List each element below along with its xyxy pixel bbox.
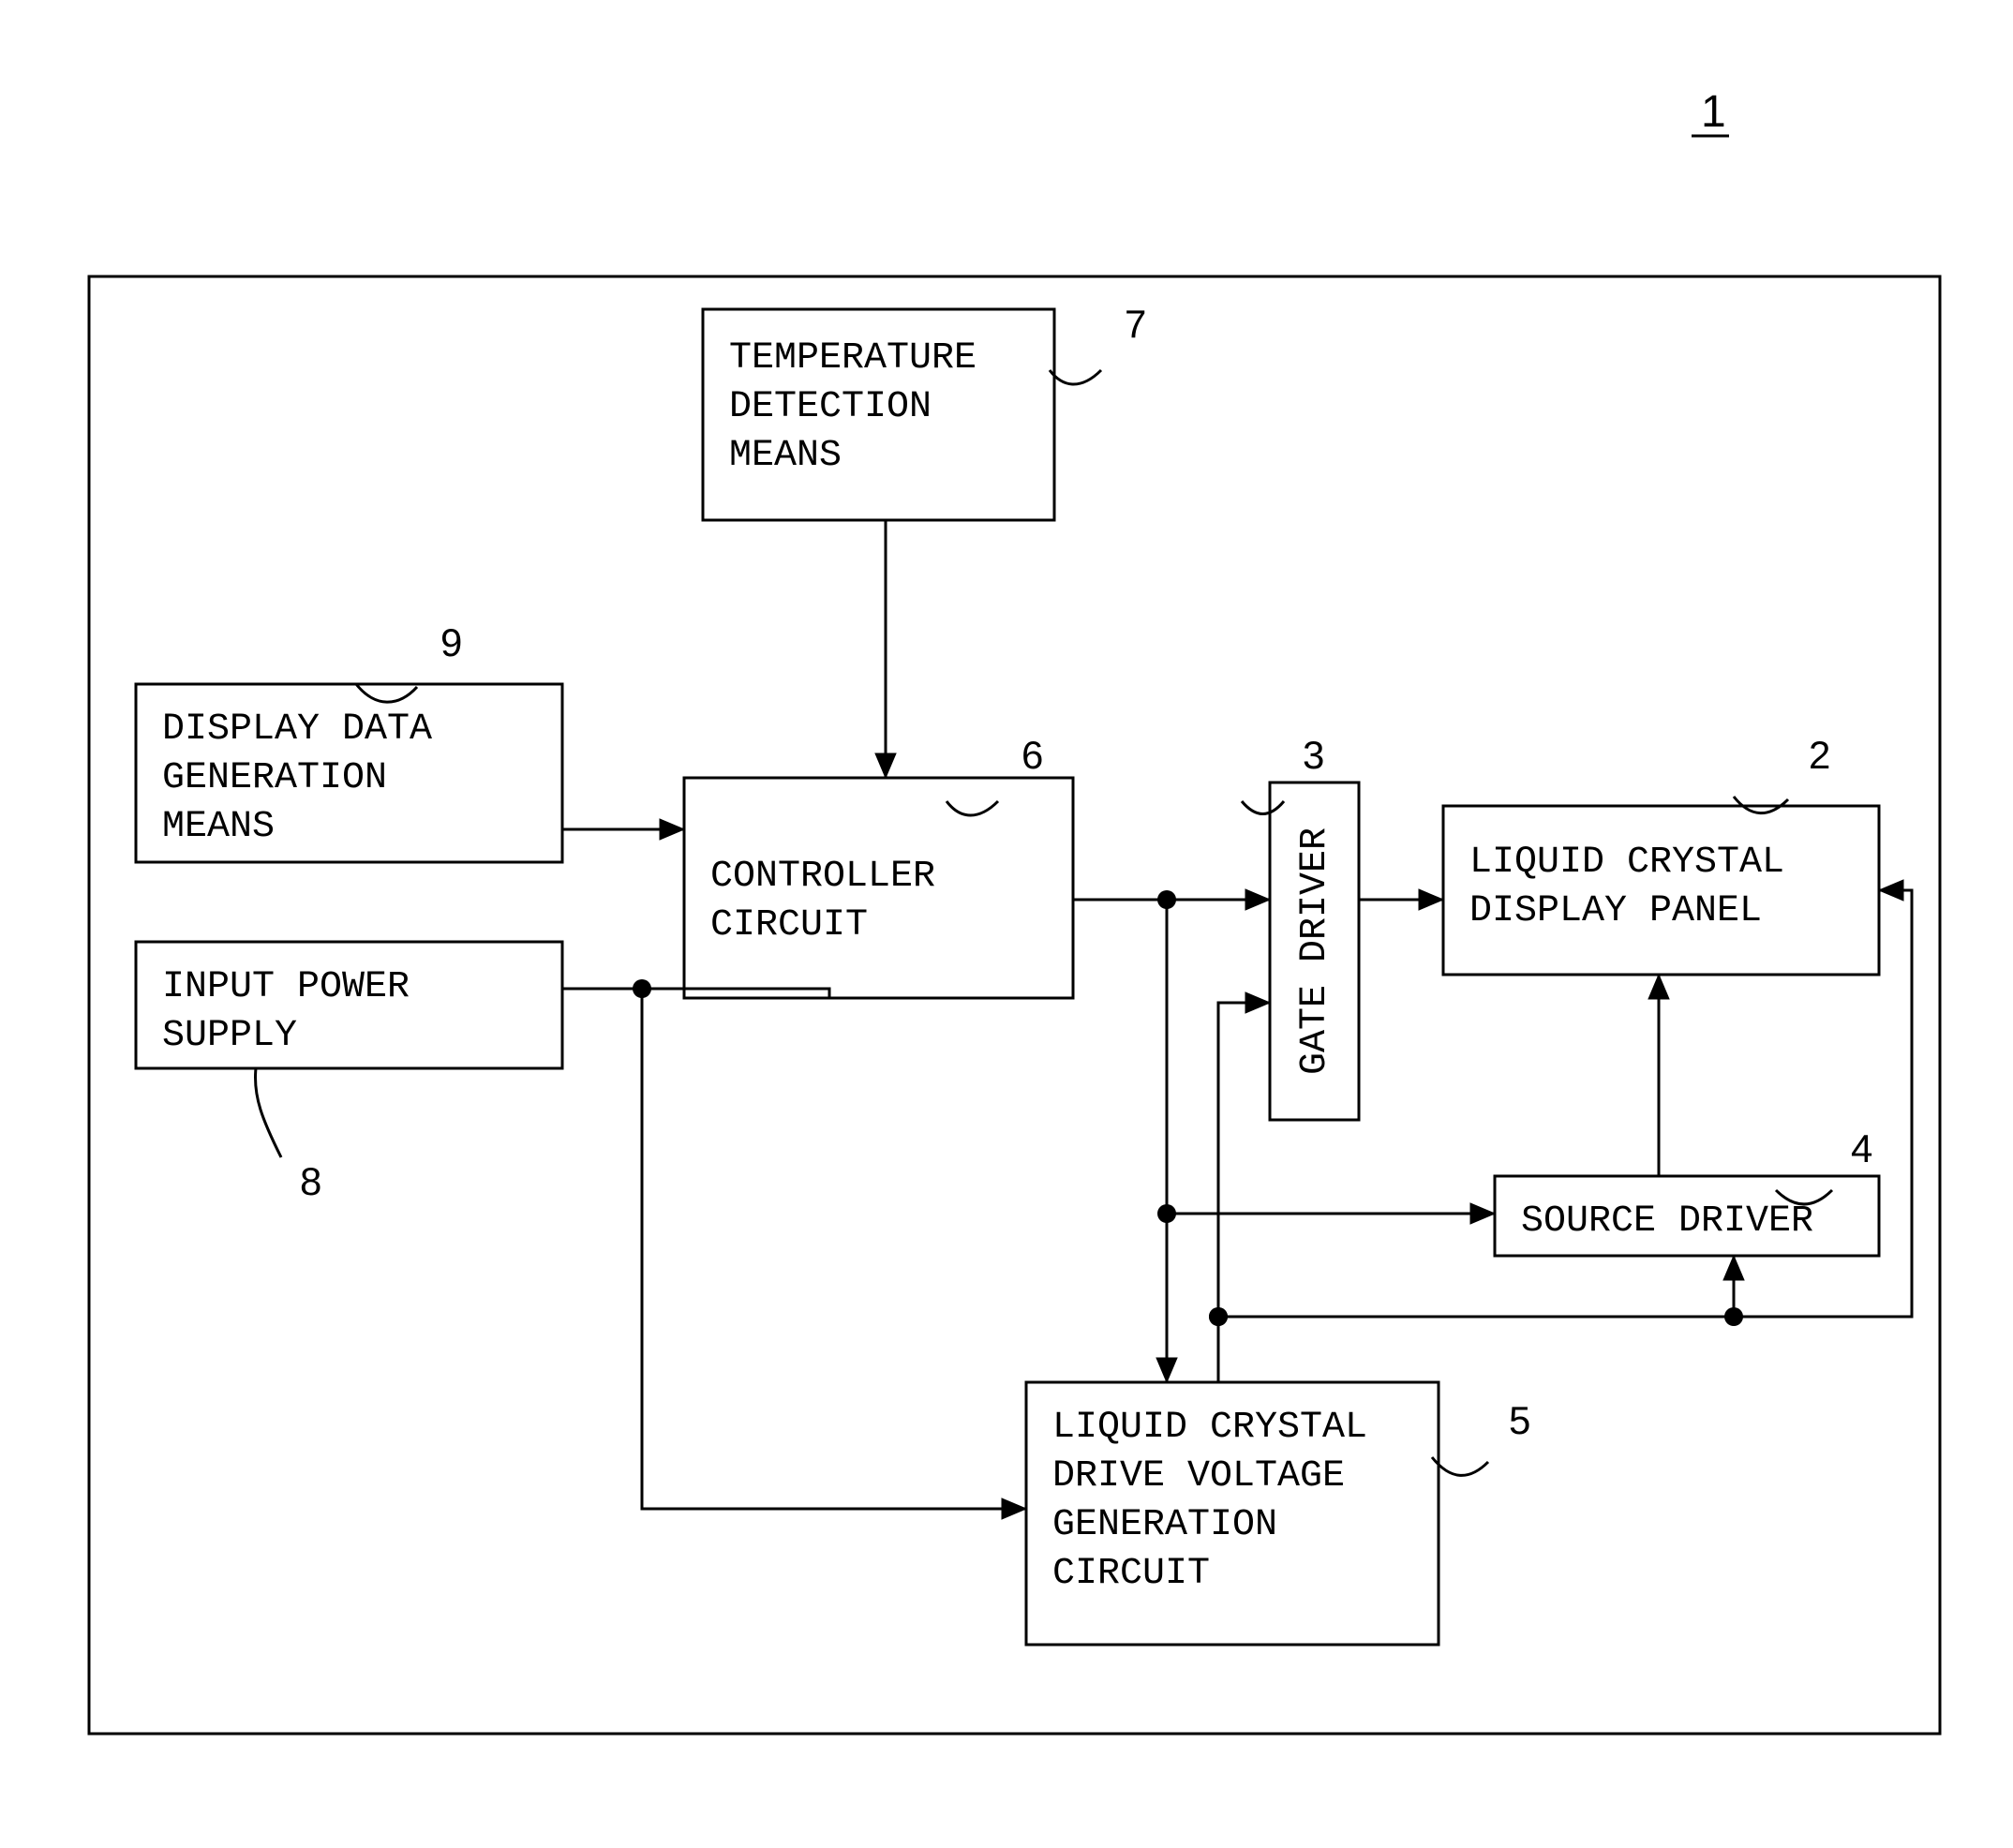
ref-number-ddata: 9 [440, 620, 462, 664]
node-label-ddata-2: MEANS [162, 806, 275, 848]
node-label-ddata-1: GENERATION [162, 757, 387, 799]
node-label-lcd-0: LIQUID CRYSTAL [1469, 842, 1784, 884]
ref-number-temp: 7 [1125, 302, 1146, 346]
ref-number-gate: 3 [1303, 733, 1324, 777]
edge-power-to-lcdv [642, 989, 1026, 1509]
node-lcdv: LIQUID CRYSTAL DRIVE VOLTAGE GENERATION CIR… [1026, 1382, 1530, 1645]
node-lcd: LIQUID CRYSTAL DISPLAY PANEL 2 [1443, 733, 1879, 975]
arrowhead [1002, 1498, 1026, 1519]
arrowhead [1156, 1358, 1177, 1382]
junction-j_ctrl_bus_v2 [1157, 1204, 1176, 1223]
node-ddata: DISPLAY DATA GENERATION MEANS 9 [136, 620, 562, 862]
node-label-lcdv-3: CIRCUIT [1052, 1553, 1210, 1595]
ref-leader-temp [1050, 370, 1101, 384]
node-label-gate: GATE DRIVER [1294, 827, 1336, 1075]
junction-j_lcdv_split [1209, 1307, 1228, 1326]
node-label-ddata-0: DISPLAY DATA [162, 708, 432, 751]
node-temp: TEMPERATURE DETECTION MEANS 7 [703, 302, 1146, 520]
ref-leader-ddata [356, 684, 417, 702]
arrowhead [1723, 1256, 1744, 1280]
node-label-temp-1: DETECTION [729, 386, 932, 428]
arrowhead [1879, 880, 1903, 901]
node-power: INPUT POWER SUPPLY 8 [136, 942, 562, 1203]
junction-j_power_split [633, 979, 651, 998]
ref-number-lcdv: 5 [1509, 1398, 1530, 1442]
figure-ref-1: 1 [1701, 87, 1726, 137]
ref-leader-lcdv [1432, 1457, 1488, 1475]
node-label-lcd-1: DISPLAY PANEL [1469, 890, 1762, 932]
arrowhead [1245, 992, 1270, 1013]
arrowhead [1470, 1203, 1495, 1224]
node-label-lcdv-0: LIQUID CRYSTAL [1052, 1407, 1367, 1449]
node-label-ctrl-1: CIRCUIT [710, 904, 868, 946]
ref-leader-ctrl [947, 801, 998, 815]
node-label-src-0: SOURCE DRIVER [1521, 1200, 1813, 1243]
node-label-temp-2: MEANS [729, 435, 842, 477]
ref-number-ctrl: 6 [1021, 733, 1043, 777]
edge-lcdv-to-gate [1218, 1003, 1270, 1382]
node-ctrl: CONTROLLER CIRCUIT 6 [684, 733, 1073, 998]
ref-number-src: 4 [1851, 1126, 1872, 1170]
node-label-power-0: INPUT POWER [162, 966, 410, 1008]
node-label-lcdv-2: GENERATION [1052, 1504, 1277, 1546]
node-label-power-1: SUPPLY [162, 1015, 297, 1057]
ref-leader-gate [1242, 801, 1284, 814]
node-src: SOURCE DRIVER 4 [1495, 1126, 1879, 1256]
arrowhead [875, 753, 896, 778]
arrowhead [1648, 975, 1669, 999]
node-label-temp-0: TEMPERATURE [729, 337, 977, 380]
ref-number-power: 8 [300, 1159, 321, 1203]
junction-j_src_bot [1724, 1307, 1743, 1326]
node-gate: GATE DRIVER 3 [1242, 733, 1359, 1120]
arrowhead [660, 819, 684, 840]
ref-number-lcd: 2 [1809, 733, 1830, 777]
arrowhead [1245, 889, 1270, 910]
ref-leader-power [255, 1068, 281, 1157]
arrowhead [1419, 889, 1443, 910]
node-label-lcdv-1: DRIVE VOLTAGE [1052, 1455, 1345, 1498]
node-label-ctrl-0: CONTROLLER [710, 856, 935, 898]
junction-j_ctrl_bus_v1 [1157, 890, 1176, 909]
